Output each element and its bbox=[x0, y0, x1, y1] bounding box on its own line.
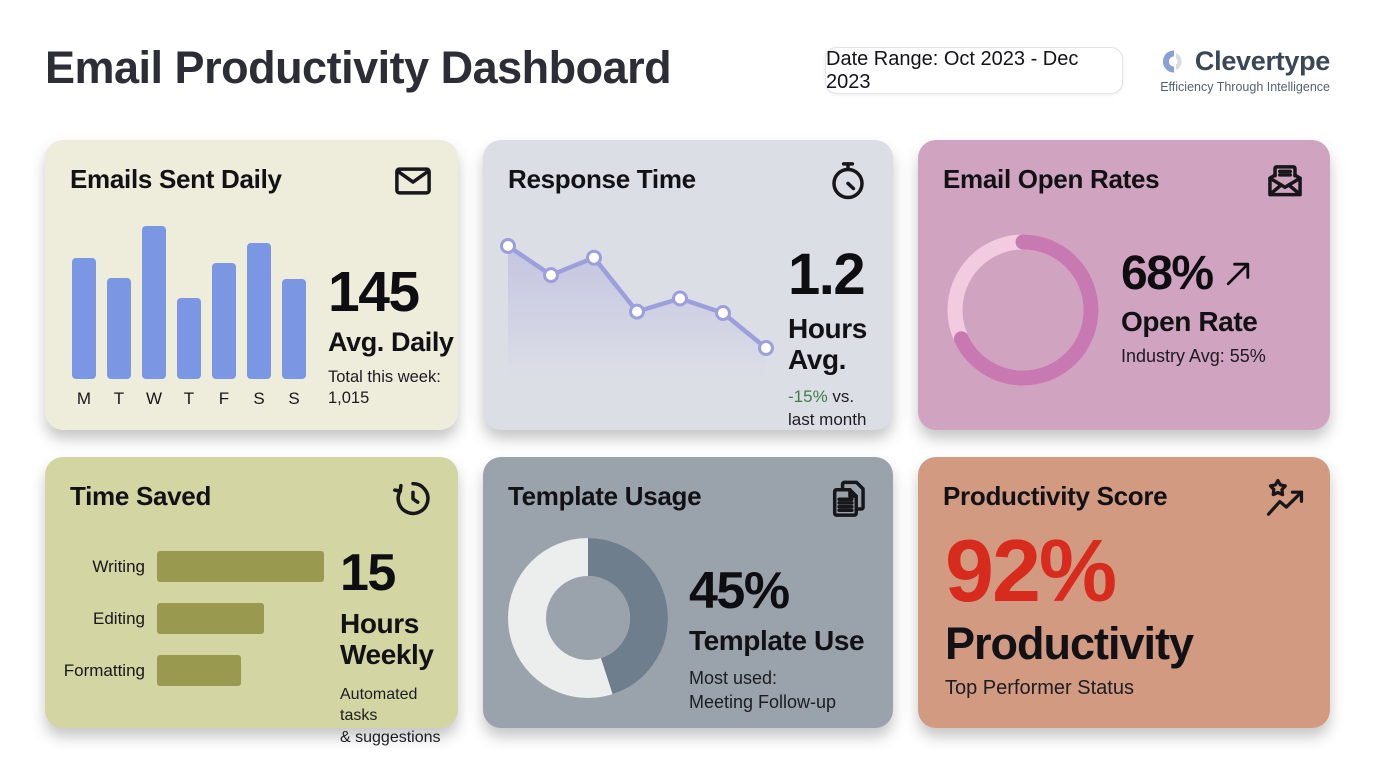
productivity-value: 92% bbox=[945, 521, 1117, 620]
trend-up-arrow-icon bbox=[1226, 262, 1249, 286]
timesaved-subtext-2: & suggestions bbox=[340, 728, 441, 746]
star-trend-icon bbox=[1266, 478, 1304, 516]
bar-T bbox=[107, 278, 131, 379]
template-stat: 45% Template Use Most used: Meeting Foll… bbox=[689, 562, 865, 715]
brand-name: Clevertype bbox=[1194, 46, 1330, 76]
response-subtext: last month bbox=[788, 409, 867, 429]
card-emails-title: Emails Sent Daily bbox=[70, 164, 282, 194]
brand-tagline: Efficiency Through Intelligence bbox=[1160, 80, 1330, 94]
productivity-subtext: Top Performer Status bbox=[945, 677, 1134, 699]
response-label-1: Hours bbox=[788, 313, 867, 344]
card-openrates-title: Email Open Rates bbox=[943, 164, 1160, 194]
card-template-usage: Template Usage 45% Template Use Most use… bbox=[483, 457, 893, 728]
openrates-label: Open Rate bbox=[1121, 306, 1258, 337]
template-subtext-2: Meeting Follow-up bbox=[689, 692, 837, 713]
card-template-title: Template Usage bbox=[508, 481, 702, 511]
emails-avg-label: Avg. Daily bbox=[328, 327, 454, 357]
brand-logo: Clevertype Efficiency Through Intelligen… bbox=[1120, 46, 1330, 94]
bar-S bbox=[247, 243, 271, 379]
productivity-label: Productivity bbox=[945, 618, 1194, 669]
timesaved-stat: 15 Hours Weekly Automated tasks & sugges… bbox=[340, 547, 458, 749]
openrates-subtext: Industry Avg: 55% bbox=[1121, 346, 1266, 366]
date-range-chip[interactable]: Date Range: Oct 2023 - Dec 2023 bbox=[825, 47, 1123, 94]
response-stat: 1.2 Hours Avg. -15% vs. last month bbox=[788, 246, 867, 432]
bar-formatting bbox=[157, 655, 241, 686]
clevertype-logo-icon bbox=[1162, 50, 1182, 73]
history-clock-icon bbox=[393, 481, 430, 516]
envelope-icon bbox=[395, 167, 431, 195]
bar-T bbox=[177, 298, 201, 379]
card-response-time: Response Time 1.2 Hours Avg. -15% vs. la… bbox=[483, 140, 893, 430]
timesaved-value: 15 bbox=[340, 544, 396, 602]
open-envelope-icon bbox=[1268, 165, 1302, 197]
card-open-rates: Email Open Rates 68% Open Rate Industry … bbox=[918, 140, 1330, 430]
page-title: Email Productivity Dashboard bbox=[45, 42, 672, 93]
openrates-donut bbox=[947, 234, 1099, 386]
card-response-title: Response Time bbox=[508, 164, 696, 194]
timesaved-label-2: Weekly bbox=[340, 639, 434, 671]
stopwatch-icon bbox=[832, 162, 864, 200]
card-timesaved-title: Time Saved bbox=[70, 481, 212, 511]
bar-M bbox=[72, 258, 96, 379]
emails-weekly-total: 1,015 bbox=[328, 389, 370, 408]
bar-S bbox=[282, 279, 306, 379]
timesaved-subtext-1: Automated tasks bbox=[340, 685, 418, 725]
bar-W bbox=[142, 226, 166, 379]
template-subtext-1: Most used: bbox=[689, 668, 778, 688]
date-range-label: Date Range: Oct 2023 - Dec 2023 bbox=[826, 47, 1079, 93]
emails-subtext-1: Total this week: bbox=[328, 368, 441, 386]
response-delta-suffix: vs. bbox=[827, 386, 855, 406]
timesaved-bar-chart: Writing Editing Formatting bbox=[60, 551, 324, 707]
response-value: 1.2 bbox=[788, 242, 866, 307]
template-value: 45% bbox=[689, 562, 790, 620]
bar-F bbox=[212, 263, 236, 379]
openrates-value: 68% bbox=[1121, 247, 1214, 300]
documents-icon bbox=[832, 480, 865, 517]
card-productivity-title: Productivity Score bbox=[943, 481, 1168, 511]
bar-writing bbox=[157, 551, 324, 582]
openrates-stat: 68% Open Rate Industry Avg: 55% bbox=[1121, 247, 1266, 366]
productivity-stat: 92% Productivity Top Performer Status bbox=[945, 521, 1194, 699]
card-time-saved: Time Saved Writing Editing Formatting 15 H… bbox=[45, 457, 458, 746]
timesaved-label-1: Hours bbox=[340, 608, 419, 639]
template-label: Template Use bbox=[689, 625, 865, 656]
response-delta: -15% bbox=[788, 386, 828, 406]
template-donut bbox=[508, 538, 668, 698]
emails-stat: 145 Avg. Daily Total this week: 1,015 bbox=[328, 264, 454, 410]
response-label-2: Avg. bbox=[788, 344, 847, 376]
bar-editing bbox=[157, 603, 264, 634]
emails-avg-value: 145 bbox=[328, 260, 420, 324]
card-productivity-score: Productivity Score 92% Productivity Top … bbox=[918, 457, 1330, 728]
